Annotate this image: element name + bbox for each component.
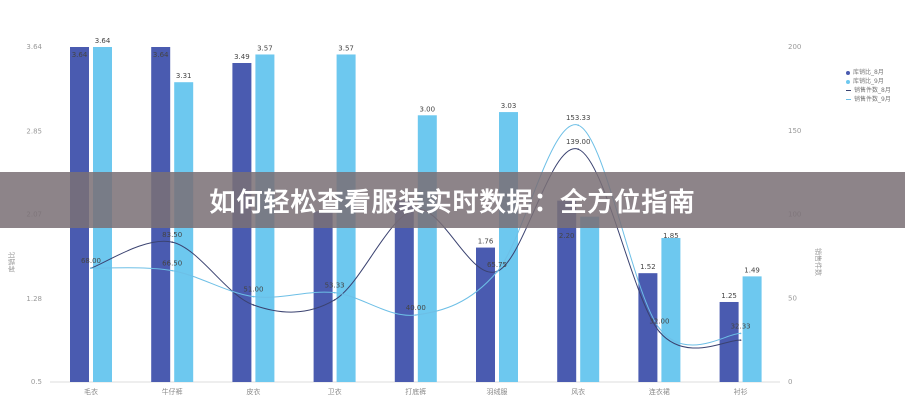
x-tick-label: 连衣裙 [649,387,670,396]
x-tick-label: 羽绒服 [487,387,508,396]
bar-data-label: 3.64 [95,37,111,45]
legend-item[interactable]: 库销比_9月 [846,77,891,86]
y-right-tick-label: 150 [788,127,801,135]
line-point [252,295,255,298]
legend-item[interactable]: 销售件数_8月 [846,86,891,95]
bar-data-label: 3.64 [153,51,169,59]
line-point [333,299,336,301]
line-data-label: 68.00 [81,257,101,265]
legend-item[interactable]: 库销比_8月 [846,68,891,77]
line-data-label: 32.00 [649,317,669,325]
line-point [739,332,742,335]
line-point [415,314,417,316]
line-data-label: 51.00 [243,286,263,294]
line-point [252,304,255,306]
bar-data-label: 3.57 [338,44,354,52]
legend-line-icon [846,99,851,100]
line-data-label: 40.00 [406,304,426,312]
legend-label: 库销比_9月 [853,78,884,85]
line-point [577,148,579,150]
y-right-tick-label: 0 [788,378,792,386]
legend: 库销比_8月 库销比_9月 销售件数_8月 销售件数_9月 [846,68,891,104]
y-left-tick-label: 1.28 [26,295,42,303]
line-data-label: 32.33 [731,322,751,330]
line-series [90,124,741,346]
bar-data-label: 1.25 [721,292,737,300]
bar-data-label: 3.31 [176,72,192,80]
x-tick-label: 毛衣 [84,387,98,396]
line-point [577,124,579,126]
legend-label: 库销比_8月 [853,69,884,76]
line-point [496,271,498,273]
line-data-label: 65.75 [487,261,507,269]
line-point [739,339,742,341]
y-right-tick-label: 50 [788,294,797,302]
x-tick-label: 打底裤 [405,387,426,396]
bar [742,276,762,382]
line-point [171,269,173,272]
bar [70,47,89,382]
legend-label: 销售件数_8月 [854,87,891,94]
bar-data-label: 2.20 [559,232,575,240]
bar-data-label: 1.76 [478,238,494,246]
bar [151,47,171,382]
legend-swatch-icon [846,79,850,84]
bar-data-label: 3.03 [501,102,517,110]
bar [174,82,194,383]
bar-data-label: 3.00 [420,105,436,113]
bar-data-label: 3.49 [234,53,250,61]
y-right-axis-title: 销售件数 [814,248,823,276]
bar [499,112,518,382]
bar [580,216,600,382]
line-data-label: 83.50 [162,231,182,239]
y-right-tick-label: 100 [788,211,801,219]
bar [557,200,577,382]
legend-label: 销售件数_9月 [854,96,891,103]
bar [313,211,333,382]
bar-data-label: 1.49 [744,266,760,274]
y-left-tick-label: 2.85 [26,127,42,135]
bar-data-label: 1.52 [640,263,656,271]
line-point [333,291,336,294]
line-point [658,330,661,333]
x-tick-label: 衬衫 [734,387,748,396]
bar [661,237,681,382]
y-left-tick-label: 2.07 [26,211,42,219]
line-point [658,327,661,330]
bar [336,54,356,383]
line-point [90,267,92,269]
bar [93,47,112,382]
y-right-tick-label: 200 [788,43,801,51]
y-left-tick-label: 3.64 [26,43,42,51]
bar [232,63,252,383]
line-data-label: 66.50 [162,260,182,268]
x-tick-label: 皮衣 [246,387,260,396]
line-data-label: 53.33 [325,282,345,290]
legend-line-icon [846,90,851,91]
x-tick-label: 卫衣 [328,387,342,396]
line-data-label: 139.00 [566,138,591,146]
bar-data-label: 3.57 [257,44,273,52]
line-point [171,241,173,243]
legend-item[interactable]: 销售件数_9月 [846,95,891,104]
bar [417,115,437,382]
legend-swatch-icon [846,70,850,75]
y-left-tick-label: 0.5 [31,378,42,386]
bar-data-label: 1.85 [663,232,679,240]
line-data-label: 153.33 [566,114,591,122]
bar [394,200,414,382]
y-left-axis-title: 库销比 [7,252,16,273]
line-point [415,208,417,211]
x-tick-label: 牛仔裤 [162,387,183,396]
bar-data-label: 3.64 [72,51,88,59]
x-tick-label: 风衣 [571,387,585,396]
bar [476,247,495,382]
bar [255,54,275,383]
